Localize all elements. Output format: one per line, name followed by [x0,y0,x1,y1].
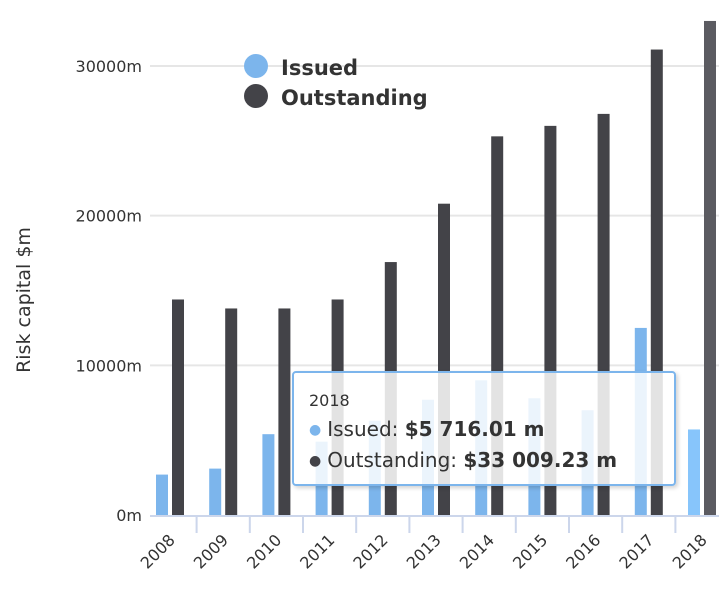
tooltip: 2018 ● Issued: $5 716.01 m ● Outstanding: … [292,371,676,486]
y-tick-label: 30000m [76,57,142,76]
tooltip-value-outstanding: $33 009.23 m [463,448,618,472]
issued-dot-icon: ● [309,422,322,438]
x-tick-label: 2008 [137,530,179,572]
tooltip-value-issued: $5 716.01 m [404,417,545,441]
bar-issued-2008[interactable] [156,474,168,515]
x-tick-label: 2013 [403,530,445,572]
legend-label-issued: Issued [281,56,358,80]
tooltip-row-outstanding: ● Outstanding: $33 009.23 m [309,446,674,477]
x-tick-label: 2015 [509,530,551,572]
bar-outstanding-2008[interactable] [172,299,184,515]
x-tick-label: 2010 [243,530,285,572]
bar-issued-2018[interactable] [688,429,700,515]
legend-item-outstanding[interactable]: Outstanding [244,84,428,110]
outstanding-dot-icon: ● [309,453,322,469]
tooltip-label-outstanding: Outstanding: [327,448,464,472]
y-axis: 0m 10000m 20000m 30000m [76,57,142,525]
y-tick-label: 20000m [76,207,142,226]
bar-issued-2009[interactable] [209,468,222,515]
y-axis-title: Risk capital $m [13,227,35,373]
x-tick-label: 2014 [456,530,498,572]
x-tick-label: 2016 [562,530,604,572]
x-tick-label: 2012 [349,530,391,572]
legend-item-issued[interactable]: Issued [244,54,358,80]
x-tick-label: 2011 [296,530,338,572]
bar-outstanding-2009[interactable] [225,308,238,515]
x-tick-label: 2018 [669,530,711,572]
x-tick-label: 2017 [615,530,657,572]
x-axis: 2008 2009 2010 2011 2012 2013 2014 2015 2016 2017… [137,515,719,573]
y-tick-label: 0m [116,506,142,525]
x-tick-label: 2009 [190,530,232,572]
bar-outstanding-2018[interactable] [704,20,716,516]
tooltip-row-issued: ● Issued: $5 716.01 m [309,415,674,446]
legend-marker-outstanding [244,84,268,108]
bar-issued-2010[interactable] [262,434,275,515]
legend-label-outstanding: Outstanding [281,86,428,110]
bar-outstanding-2010[interactable] [278,308,291,515]
y-tick-label: 10000m [76,356,142,375]
tooltip-label-issued: Issued: [327,417,405,441]
tooltip-header: 2018 [309,391,350,410]
legend: Issued Outstanding [244,54,428,110]
legend-marker-issued [244,54,268,78]
